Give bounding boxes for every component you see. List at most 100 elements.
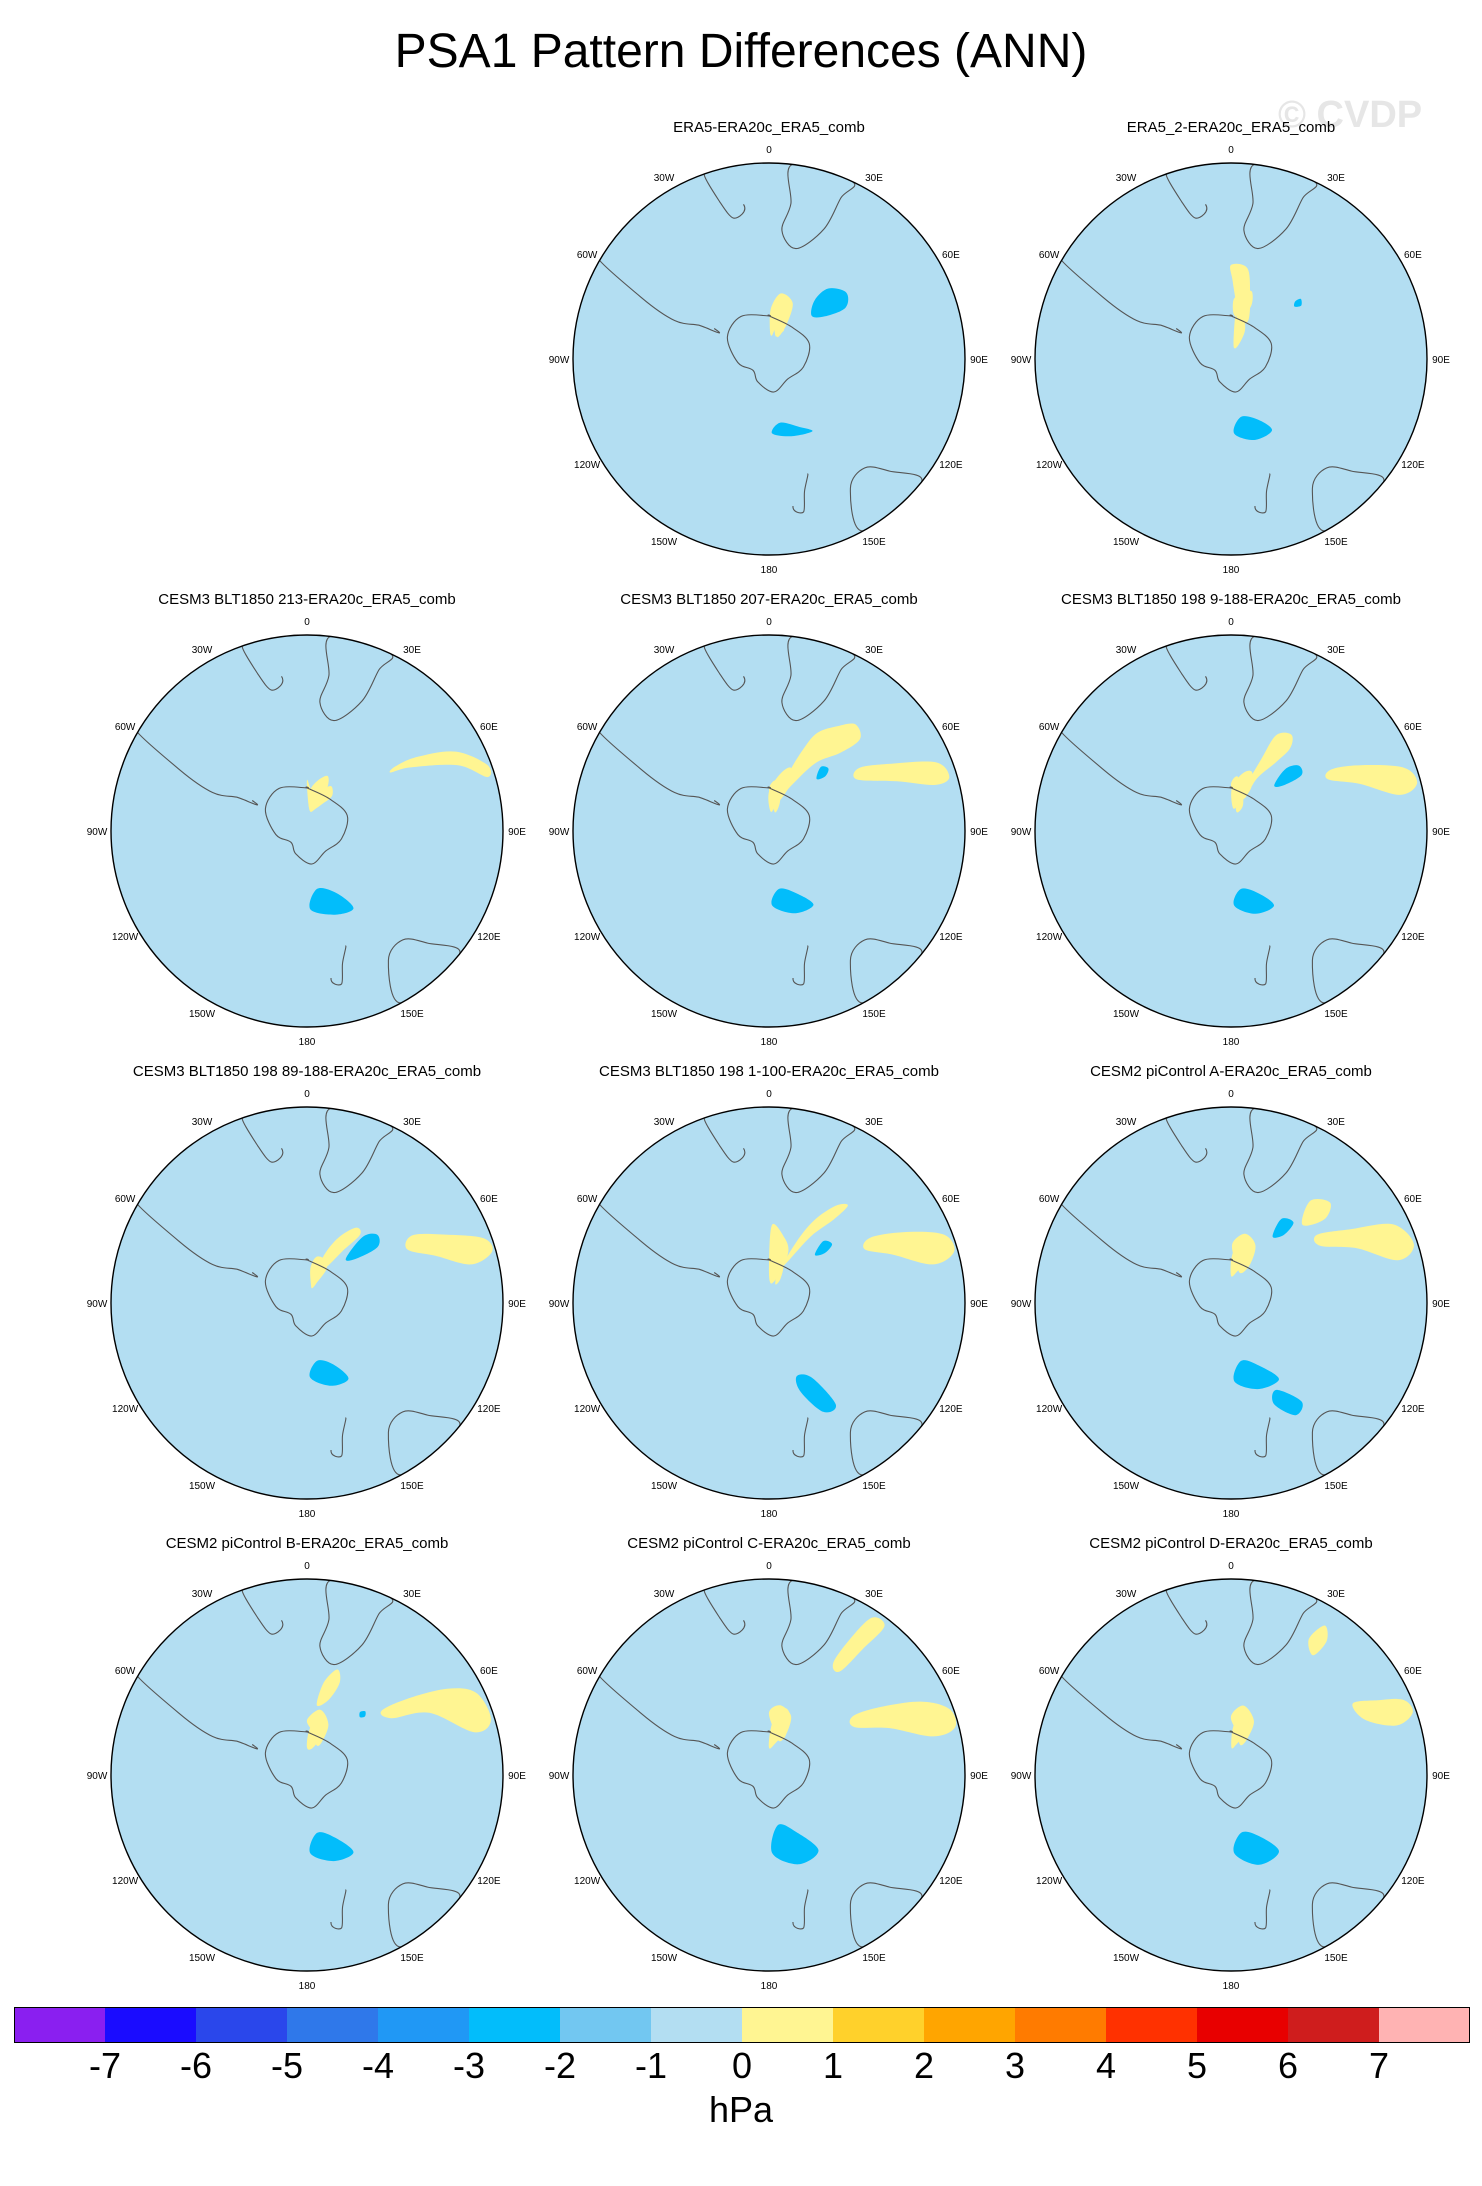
coastline [1059, 1673, 1183, 1750]
coastline [387, 1410, 461, 1476]
coastline [703, 1117, 746, 1163]
longitude-label: 0 [304, 1561, 310, 1572]
longitude-label: 90W [1011, 827, 1032, 838]
coastline [597, 257, 721, 334]
colorbar-tick-label: -5 [270, 2045, 303, 2086]
longitude-label: 120E [1401, 1876, 1425, 1887]
coastline [792, 1417, 809, 1458]
longitude-label: 180 [1223, 1509, 1240, 1520]
longitude-label: 90E [970, 1299, 988, 1310]
coastline [1165, 173, 1208, 219]
longitude-label: 180 [299, 1509, 316, 1520]
negative-anomaly-region [1233, 416, 1273, 441]
coastline [781, 635, 856, 722]
longitude-label: 90E [1432, 1771, 1450, 1782]
longitude-label: 120W [1036, 1404, 1063, 1415]
coastline [135, 729, 259, 806]
positive-anomaly-region [768, 1223, 789, 1284]
negative-anomaly-region [1233, 1360, 1280, 1390]
positive-anomaly-region [1232, 290, 1253, 317]
positive-anomaly-region [1313, 1223, 1414, 1261]
longitude-label: 90W [87, 1299, 108, 1310]
panel-title: CESM2 piControl A-ERA20c_ERA5_comb [1090, 1063, 1372, 1080]
longitude-label: 90E [970, 355, 988, 366]
colorbar-segment [1106, 2007, 1197, 2043]
antarctica-outline [1188, 1730, 1273, 1809]
longitude-label: 120W [574, 1404, 601, 1415]
longitude-label: 60W [1039, 1194, 1060, 1205]
longitude-label: 150E [1324, 537, 1348, 548]
longitude-label: 0 [766, 1089, 772, 1100]
longitude-label: 120E [1401, 932, 1425, 943]
longitude-label: 60W [115, 722, 136, 733]
longitude-label: 180 [761, 565, 778, 576]
longitude-label: 120W [112, 932, 139, 943]
positive-anomaly-region [317, 1227, 361, 1271]
colorbar-tick-label: 5 [1186, 2045, 1208, 2086]
longitude-label: 30W [654, 1589, 675, 1600]
map-border [572, 162, 966, 556]
coastline [1254, 945, 1271, 986]
coastline [319, 635, 394, 722]
negative-anomaly-region [1272, 1389, 1303, 1416]
map-background [573, 635, 965, 1027]
longitude-label: 90W [87, 1771, 108, 1782]
map-background [1035, 1579, 1427, 1971]
coastline [1243, 1579, 1318, 1666]
negative-anomaly-region [771, 888, 814, 914]
longitude-label: 120W [574, 1876, 601, 1887]
antarctica-outline [1188, 786, 1273, 865]
longitude-label: 120E [1401, 1404, 1425, 1415]
colorbar-tick-label: 2 [913, 2045, 935, 2086]
colorbar [14, 2007, 1470, 2043]
coastline [319, 1579, 394, 1666]
longitude-label: 60E [942, 722, 960, 733]
colorbar-tick-label: 3 [1004, 2045, 1026, 2086]
longitude-label: 150W [651, 1481, 678, 1492]
positive-anomaly-region [768, 767, 792, 812]
longitude-label: 120W [574, 932, 601, 943]
colorbar-tick-label: -7 [88, 2045, 121, 2086]
negative-anomaly-region [771, 1824, 819, 1865]
longitude-label: 30W [1116, 645, 1137, 656]
coastline [849, 1882, 923, 1948]
map-border [110, 1578, 504, 1972]
polar-map: 0 30E 60E 90E 120E 150E 180 150W 120W 90W 60W 30W [549, 617, 989, 1048]
positive-anomaly-region [769, 293, 793, 338]
longitude-label: 150W [651, 1009, 678, 1020]
longitude-label: 60W [1039, 722, 1060, 733]
map-background [573, 1107, 965, 1499]
coastline [597, 1673, 721, 1750]
map-panel: CESM3 BLT1850 198 89-188-ERA20c_ERA5_com… [72, 1062, 542, 1532]
panel-title: CESM3 BLT1850 198 89-188-ERA20c_ERA5_com… [132, 1063, 482, 1080]
map-panel: CESM3 BLT1850 198 1-100-ERA20c_ERA5_comb… [534, 1062, 1004, 1532]
coastline [1311, 1410, 1385, 1476]
coastline [703, 645, 746, 691]
coastline [135, 1673, 259, 1750]
longitude-label: 120E [477, 932, 501, 943]
longitude-label: 30E [403, 1117, 421, 1128]
longitude-label: 120E [477, 1404, 501, 1415]
map-panel: CESM2 piControl D-ERA20c_ERA5_comb 0 30E 60… [996, 1534, 1466, 2004]
longitude-label: 150E [862, 1481, 886, 1492]
positive-anomaly-region [1301, 1198, 1331, 1226]
polar-map: 0 30E 60E 90E 120E 150E 180 150W 120W 90W 60W 30W [549, 1561, 989, 1992]
coastline [1311, 1882, 1385, 1948]
coastline [1254, 473, 1271, 514]
colorbar-segment [287, 2007, 378, 2043]
longitude-label: 60E [942, 250, 960, 261]
longitude-label: 0 [766, 1561, 772, 1572]
longitude-label: 90E [970, 1771, 988, 1782]
longitude-label: 120E [939, 1876, 963, 1887]
antarctica-outline [1188, 1258, 1273, 1337]
longitude-label: 150W [651, 537, 678, 548]
map-border [1034, 1578, 1428, 1972]
cvdp-watermark: © CVDP [1278, 94, 1423, 136]
antarctica-outline [264, 786, 349, 865]
colorbar-frame [14, 2007, 1470, 2043]
longitude-label: 90W [549, 1771, 570, 1782]
coastline [135, 1201, 259, 1278]
positive-anomaly-region [1325, 765, 1418, 795]
coastline [792, 945, 809, 986]
longitude-label: 120W [1036, 932, 1063, 943]
